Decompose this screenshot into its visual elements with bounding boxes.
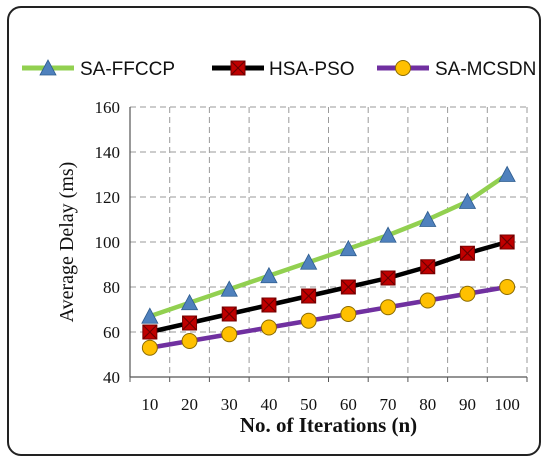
triangle-marker [220, 280, 238, 297]
square-marker [182, 315, 198, 331]
square-marker [301, 288, 317, 304]
legend-label: HSA-PSO [269, 59, 355, 80]
triangle-marker [299, 253, 318, 270]
series-group [141, 165, 516, 356]
series-line [149, 172, 509, 319]
triangle-marker [458, 192, 477, 209]
grid [130, 106, 528, 377]
square-marker [221, 306, 237, 322]
circle-marker [181, 333, 198, 349]
circle-marker [395, 60, 411, 76]
square-marker [420, 259, 436, 275]
circle-marker [459, 285, 476, 302]
square-marker [230, 60, 246, 76]
triangle-marker [39, 59, 57, 76]
triangle-marker [260, 266, 278, 284]
y-tick-label: 120 [95, 188, 121, 207]
circle-marker [380, 299, 397, 316]
series-line [149, 239, 508, 335]
legend-label: SA-MCSDN [435, 59, 536, 80]
circle-marker [260, 319, 277, 336]
triangle-marker [339, 239, 358, 257]
x-tick-label: 30 [221, 395, 238, 414]
legend-item-hsa-pso: HSA-PSO [212, 59, 355, 80]
circle-marker [419, 292, 436, 309]
legend-item-sa-mcsdn: SA-MCSDN [377, 59, 536, 80]
triangle-marker [379, 226, 397, 243]
y-tick-label: 80 [103, 278, 120, 297]
series-hsa-pso [142, 234, 515, 340]
y-tick-label: 100 [95, 233, 121, 252]
square-marker [261, 297, 277, 313]
x-tick-label: 90 [459, 395, 476, 414]
circle-marker [141, 339, 158, 356]
x-axis-title: No. of Iterations (n) [240, 413, 417, 437]
x-tick-label: 10 [141, 395, 158, 414]
series-sa-mcsdn [141, 279, 516, 356]
triangle-marker [419, 210, 437, 227]
circle-marker [499, 279, 516, 295]
y-tick-label: 40 [103, 368, 120, 387]
circle-marker [221, 326, 238, 343]
triangle-marker [141, 307, 159, 324]
chart-frame [7, 6, 541, 456]
y-tick-label: 60 [103, 323, 120, 342]
x-tick-label: 80 [419, 395, 436, 414]
triangle-marker [498, 165, 516, 182]
x-tick-label: 50 [300, 395, 317, 414]
y-tick-label: 160 [95, 98, 121, 117]
series-line [149, 284, 508, 350]
x-tick-label: 40 [260, 395, 277, 414]
square-marker [142, 324, 158, 340]
square-marker [499, 234, 515, 250]
square-marker [459, 245, 475, 261]
x-tick-label: 20 [181, 395, 198, 414]
circle-marker [300, 312, 317, 329]
legend-item-sa-ffccp: SA-FFCCP [22, 59, 175, 80]
triangle-marker [180, 293, 199, 311]
y-tick-label: 140 [95, 143, 121, 162]
square-marker [340, 279, 356, 295]
axes: 40 60 80 100 120 140 160 10 20 30 40 50 60 70 80 90 100 [95, 98, 528, 414]
legend: SA-FFCCP HSA-PSO SA-MCSDN [22, 59, 536, 80]
x-tick-label: 60 [340, 395, 357, 414]
series-sa-ffccp [141, 165, 516, 324]
square-marker [380, 270, 396, 286]
legend-label: SA-FFCCP [80, 59, 175, 80]
x-tick-label: 100 [494, 395, 520, 414]
circle-marker [340, 306, 357, 322]
y-axis-title: Average Delay (ms) [56, 162, 78, 323]
x-tick-label: 70 [380, 395, 397, 414]
